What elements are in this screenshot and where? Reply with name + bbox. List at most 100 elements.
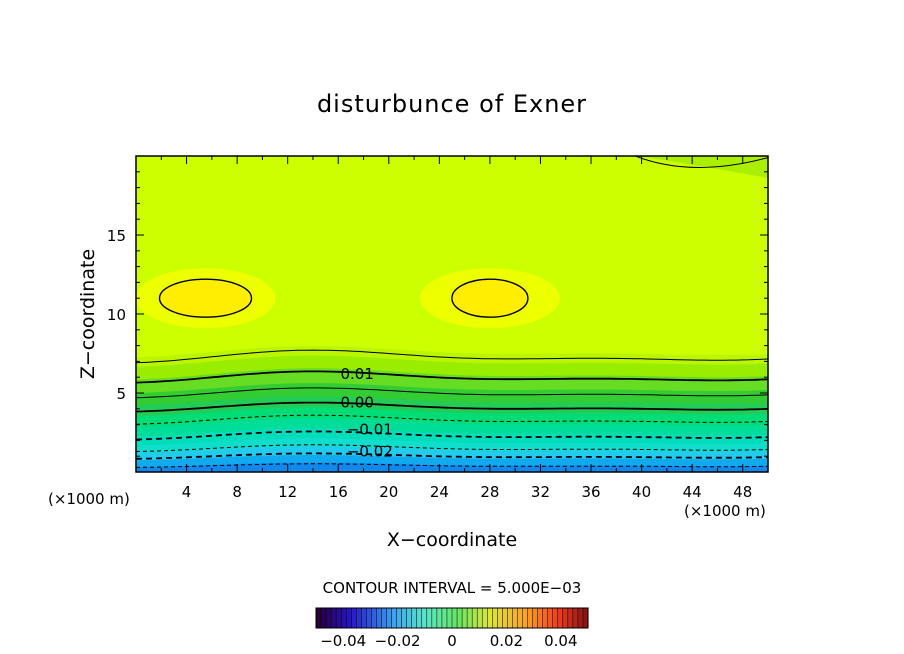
field-maximum-fill (451, 279, 528, 318)
x-unit-left: (×1000 m) (48, 490, 130, 508)
colorbar-cell (325, 607, 332, 629)
colorbar-cell (517, 607, 524, 629)
colorbar-cell (502, 607, 508, 629)
colorbar-cell (522, 607, 529, 629)
contour-value-label: −0.01 (347, 420, 393, 438)
chart-title: disturbunce of Exner (317, 90, 587, 118)
x-tick-label: 16 (329, 483, 348, 501)
colorbar-cell (507, 607, 513, 629)
colorbar-cell (476, 607, 483, 629)
plot-field (136, 156, 768, 472)
contour-line (136, 414, 768, 425)
colorbar-cell (330, 607, 337, 629)
colorbar-cell (582, 607, 589, 629)
contour-value-label: −0.02 (347, 442, 393, 460)
contour-line (136, 463, 768, 468)
colorbar-cell (386, 607, 393, 629)
closed-contour (451, 278, 529, 318)
contour-value-label: 0.00 (340, 393, 373, 411)
contour-line (136, 401, 768, 413)
contour-line (136, 444, 768, 452)
x-tick-label: 12 (278, 483, 297, 501)
colorbar-cell (527, 607, 534, 629)
x-tick-label: 20 (379, 483, 398, 501)
contour-value-label: 0.01 (340, 365, 373, 383)
x-unit-right: (×1000 m) (684, 502, 766, 520)
contour-line (136, 387, 768, 399)
colorbar-cell (572, 607, 579, 629)
y-tick-label: 5 (116, 385, 126, 403)
x-tick-label: 32 (531, 483, 550, 501)
colorbar-tick-label: 0.02 (490, 632, 523, 650)
colorbar-tick-label: 0 (447, 632, 457, 650)
colorbar-cell (466, 607, 473, 629)
colorbar-cell (406, 607, 413, 629)
colorbar-cell (567, 607, 574, 629)
colorbar-cell (345, 607, 352, 629)
x-tick-label: 28 (480, 483, 499, 501)
field-band (136, 462, 768, 472)
colorbar-cell (562, 607, 569, 629)
colorbar-cell (421, 607, 428, 629)
colorbar-cell (542, 607, 549, 629)
contour-interval-label: CONTOUR INTERVAL = 5.000E−03 (323, 579, 582, 597)
x-tick-label: 36 (581, 483, 600, 501)
colorbar-cell (351, 607, 357, 629)
x-tick-label: 4 (182, 483, 192, 501)
colorbar-cell (557, 607, 564, 629)
y-tick-label: 15 (107, 227, 126, 245)
colorbar-cell (481, 607, 488, 629)
colorbar-cell (426, 607, 433, 629)
colorbar-tick-label: −0.04 (320, 632, 366, 650)
colorbar-cell (446, 607, 453, 629)
colorbar-cell (552, 607, 559, 629)
colorbar-tick-label: −0.02 (375, 632, 421, 650)
contour-line (136, 452, 768, 460)
colorbar-cell (492, 607, 498, 629)
colorbar-cell (497, 607, 503, 629)
colorbar-cell (396, 607, 403, 629)
colorbar (315, 607, 589, 629)
colorbar-cell (436, 607, 443, 629)
colorbar-cell (416, 607, 423, 629)
colorbar-cell (411, 607, 418, 629)
contour-line (635, 156, 768, 168)
x-axis-label: X−coordinate (387, 529, 517, 551)
colorbar-cell (471, 607, 478, 629)
colorbar-cell (391, 607, 398, 629)
contour-line (136, 349, 768, 364)
colorbar-cell (537, 607, 544, 629)
colorbar-cell (441, 607, 448, 629)
field-maximum-fill (159, 279, 252, 318)
closed-contour (158, 278, 253, 318)
colorbar-cell (361, 607, 367, 629)
colorbar-cell (340, 607, 347, 629)
field-band (635, 156, 768, 179)
x-tick-label: 8 (232, 483, 242, 501)
colorbar-cell (366, 607, 372, 629)
colorbar-cell (401, 607, 408, 629)
y-axis-label: Z−coordinate (77, 249, 99, 379)
colorbar-cell (381, 607, 388, 629)
x-tick-label: 40 (632, 483, 651, 501)
colorbar-cell (456, 607, 463, 629)
colorbar-cell (335, 607, 342, 629)
colorbar-cell (356, 607, 362, 629)
colorbar-frame (315, 607, 589, 629)
colorbar-tick-label: 0.04 (544, 632, 577, 650)
colorbar-cell (451, 607, 458, 629)
colorbar-cell (512, 607, 519, 629)
colorbar-cell (371, 607, 377, 629)
colorbar-cell (376, 607, 383, 629)
x-tick-label: 24 (430, 483, 449, 501)
x-tick-label: 44 (683, 483, 702, 501)
colorbar-cell (577, 607, 584, 629)
colorbar-cell (532, 607, 539, 629)
colorbar-cell (461, 607, 468, 629)
colorbar-cell (547, 607, 554, 629)
colorbar-cell (315, 607, 322, 629)
colorbar-cell (320, 607, 327, 629)
colorbar-cell (431, 607, 438, 629)
colorbar-cell (487, 607, 493, 629)
